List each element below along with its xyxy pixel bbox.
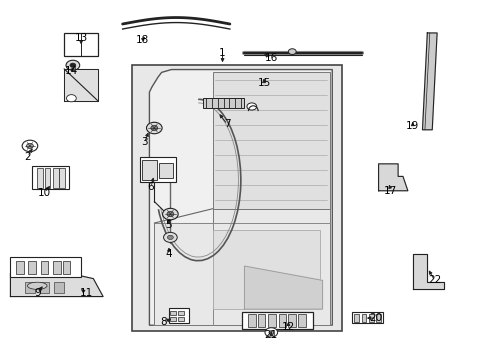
Text: 16: 16 <box>264 53 277 63</box>
Bar <box>25 282 35 293</box>
Bar <box>178 311 183 315</box>
Bar <box>268 315 276 327</box>
Bar <box>170 311 176 315</box>
Bar <box>142 160 157 180</box>
Bar <box>212 72 329 209</box>
Text: 5: 5 <box>165 220 172 230</box>
Circle shape <box>66 95 76 102</box>
Circle shape <box>146 122 162 134</box>
Bar <box>37 168 43 188</box>
Bar <box>375 314 380 322</box>
Bar <box>353 314 358 322</box>
Text: 19: 19 <box>405 121 419 131</box>
Circle shape <box>264 328 277 337</box>
Polygon shape <box>154 209 329 325</box>
Text: 6: 6 <box>147 182 154 192</box>
Bar <box>40 282 49 293</box>
Bar <box>132 65 341 330</box>
Text: 3: 3 <box>141 138 147 147</box>
Circle shape <box>163 232 177 242</box>
Bar <box>59 168 65 188</box>
Bar <box>278 315 286 327</box>
Bar <box>53 261 61 274</box>
Bar <box>203 98 244 108</box>
Text: 14: 14 <box>64 66 78 76</box>
Text: 21: 21 <box>264 330 277 340</box>
Bar <box>288 315 296 327</box>
Bar <box>368 314 373 322</box>
Text: 22: 22 <box>427 275 440 285</box>
Text: 11: 11 <box>79 288 92 298</box>
Text: 18: 18 <box>135 35 148 45</box>
Bar <box>168 309 189 323</box>
Ellipse shape <box>27 282 47 289</box>
Circle shape <box>166 212 173 217</box>
Circle shape <box>151 126 158 131</box>
Bar <box>41 261 48 274</box>
Bar <box>247 315 255 327</box>
Polygon shape <box>244 266 322 309</box>
Circle shape <box>26 143 33 148</box>
PathPatch shape <box>149 69 331 325</box>
Circle shape <box>162 208 178 220</box>
Text: 17: 17 <box>384 186 397 196</box>
Bar <box>62 261 70 274</box>
Bar <box>351 312 383 323</box>
Text: 20: 20 <box>369 313 382 323</box>
Circle shape <box>288 49 296 54</box>
Polygon shape <box>422 33 436 130</box>
Circle shape <box>167 235 173 239</box>
Polygon shape <box>10 273 103 297</box>
Bar <box>140 157 176 182</box>
Bar <box>170 317 176 321</box>
Text: 4: 4 <box>165 248 172 258</box>
Text: 15: 15 <box>257 78 270 88</box>
Text: 10: 10 <box>38 188 51 198</box>
Bar <box>212 230 320 309</box>
Circle shape <box>246 103 256 110</box>
Text: 1: 1 <box>219 48 225 58</box>
Circle shape <box>22 140 38 152</box>
Bar <box>32 166 69 189</box>
Bar <box>257 315 265 327</box>
Bar <box>361 314 366 322</box>
Bar <box>10 257 81 277</box>
Bar <box>28 261 36 274</box>
Polygon shape <box>412 253 444 289</box>
Circle shape <box>268 330 273 334</box>
Text: 12: 12 <box>281 322 294 332</box>
Bar <box>53 168 59 188</box>
Text: 13: 13 <box>74 33 87 43</box>
Bar <box>44 168 50 188</box>
Bar <box>16 261 24 274</box>
Text: 2: 2 <box>24 152 31 162</box>
Bar <box>159 163 172 178</box>
Bar <box>242 312 312 329</box>
Circle shape <box>66 60 80 70</box>
Text: 7: 7 <box>224 120 230 129</box>
Bar <box>64 33 98 56</box>
Bar <box>298 315 305 327</box>
Bar <box>178 317 183 321</box>
Text: 9: 9 <box>34 288 41 298</box>
Polygon shape <box>64 69 98 101</box>
Polygon shape <box>378 164 407 191</box>
Bar <box>54 282 64 293</box>
Circle shape <box>70 63 76 67</box>
Text: 8: 8 <box>161 317 167 327</box>
